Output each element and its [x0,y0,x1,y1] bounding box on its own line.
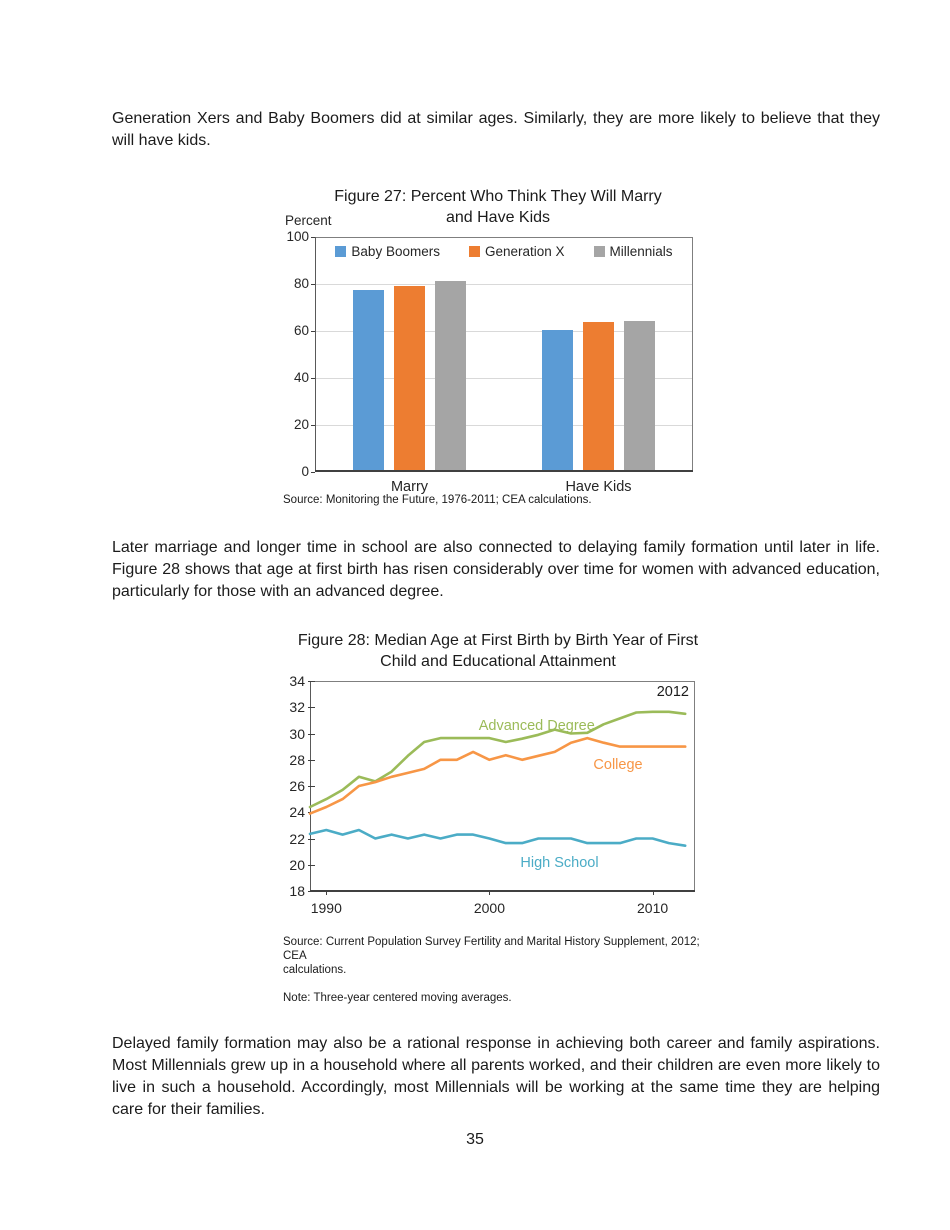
legend-label: Generation X [484,244,565,259]
y-tick-mark [311,425,315,426]
series-label-high-school: High School [520,855,599,872]
y-tick-mark [308,839,315,840]
bar-have-kids-millennials [624,320,655,472]
legend-swatch-generation-x [468,246,480,257]
x-category-label-marry: Marry [390,479,429,495]
series-line-high-school [308,828,687,847]
y-tick-label: 20 [289,856,305,873]
bar-have-kids-generation-x [583,321,614,472]
y-tick-label: 20 [293,417,309,432]
paragraph-1: Generation Xers and Baby Boomers did at … [112,110,880,149]
y-tick-label: 18 [289,883,305,899]
legend-label: Millennials [609,244,673,259]
figure-28-note: Note: Three-year centered moving average… [283,992,512,1004]
figure-28-source-block: Source: Current Population Survey Fertil… [283,921,713,1019]
bar-marry-generation-x [394,285,425,472]
y-tick-mark [308,891,315,892]
figure-28-title: Figure 28: Median Age at First Birth by … [297,632,699,670]
y-tick-label: 24 [289,804,305,821]
x-category-label-have-kids: Have Kids [565,479,632,495]
y-tick-label: 32 [289,699,305,716]
legend-item-millennials: Millennials [593,244,673,259]
y-tick-label: 30 [289,725,305,742]
series-label-college: College [593,757,643,773]
legend-item-generation-x: Generation X [468,244,565,259]
grid-line [316,331,692,332]
annotation-end-year: 2012 [656,684,689,700]
legend-label: Baby Boomers [351,244,440,259]
y-tick-mark [311,472,315,473]
y-tick-mark [308,734,315,735]
line-chart-svg [308,710,687,847]
paragraph-3: Delayed family formation may also be a r… [112,1035,880,1118]
x-tick-label: 1990 [310,900,342,916]
series-line-college [308,736,687,815]
legend-swatch-baby-boomers [335,246,347,257]
x-axis-line [310,890,695,892]
figure-27-source: Source: Monitoring the Future, 1976-2011… [283,494,592,506]
x-tick-mark [652,891,654,895]
figure-28-source: Source: Current Population Survey Fertil… [283,936,700,976]
y-tick-mark [311,284,315,285]
grid-line [316,378,692,379]
y-tick-mark [308,760,315,761]
y-tick-mark [308,786,315,787]
figure-27-title: Figure 27: Percent Who Think They Will M… [334,188,662,226]
y-tick-label: 28 [289,751,305,768]
grid-line [316,425,692,426]
legend-item-baby-boomers: Baby Boomers [335,244,440,259]
y-tick-label: 26 [289,778,305,794]
page-number: 35 [466,1131,484,1148]
grid-line [316,284,692,285]
figure-27-chart: 0 20 40 60 80 100 Percent Baby Boomers Generatio… [283,213,713,495]
y-tick-mark [311,378,315,379]
series-label-advanced-degree: Advanced Degree [478,717,595,734]
y-tick-mark [308,707,315,708]
bar-marry-millennials [435,281,466,472]
x-tick-label: 2010 [637,900,669,916]
y-tick-label: 80 [293,276,309,291]
y-tick-label: 40 [293,370,309,385]
x-tick-label: 2000 [473,900,506,916]
y-axis-title: Percent [285,213,332,228]
y-tick-label: 22 [289,830,305,847]
bar-have-kids-baby-boomers [542,329,573,472]
figure-28: Figure 28: Median Age at First Birth by … [283,630,713,1019]
figure-27: Figure 27: Percent Who Think They Will M… [283,186,713,507]
legend: Baby Boomers Generation X Millennials [315,244,693,259]
y-axis-line [315,237,316,472]
y-tick-label: 100 [286,229,309,244]
figure-28-chart: 18 20 22 24 26 28 30 32 34 1990 2000 2010 Advanced D… [283,672,713,918]
legend-swatch-millennials [593,246,605,257]
x-tick-mark [326,891,328,895]
bar-marry-baby-boomers [353,290,384,472]
x-tick-mark [489,891,491,895]
series-line-advanced-degree [308,710,687,809]
y-tick-mark [311,331,315,332]
y-tick-mark [311,237,315,238]
y-tick-mark [308,865,315,866]
y-tick-label: 0 [301,464,309,479]
y-tick-label: 60 [293,323,309,338]
paragraph-2: Later marriage and longer time in school… [112,539,880,600]
y-tick-label: 34 [289,673,305,689]
x-axis-line [315,470,693,472]
y-tick-mark [308,681,315,682]
